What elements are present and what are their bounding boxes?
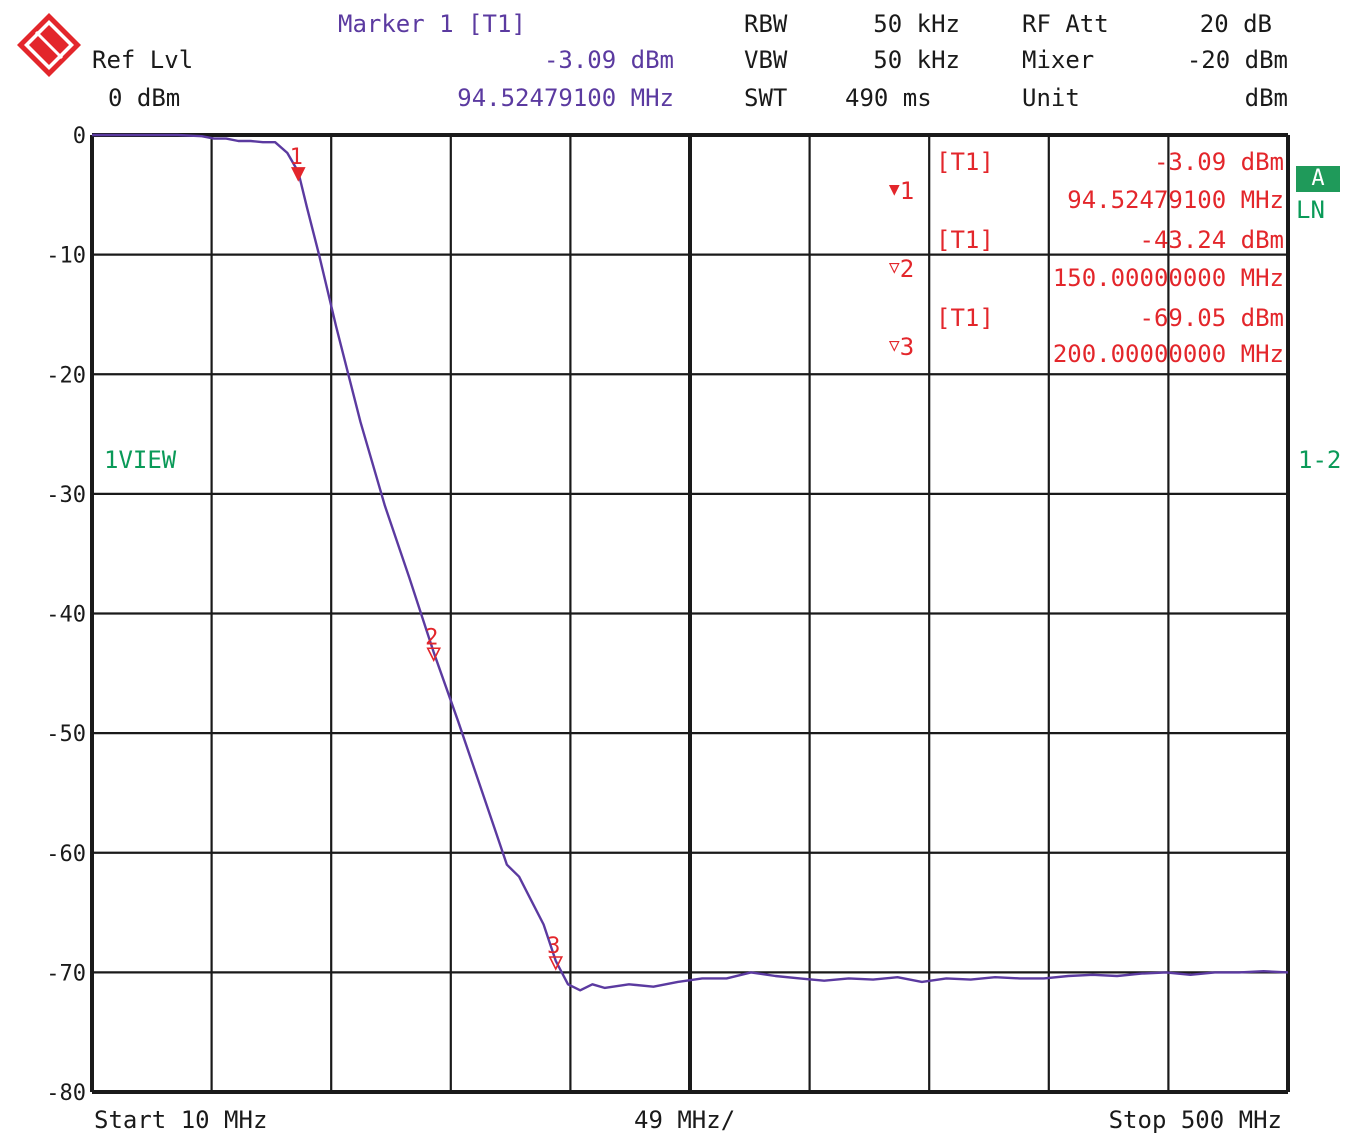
trace-line [92,133,1289,992]
marker-1-tag: 1 [290,145,303,170]
ref-level-label: Ref Lvl [92,46,194,74]
marker-1-level: -3.09 dBm [1153,148,1284,176]
stop-frequency: Stop 500 MHz [1108,1106,1282,1134]
y-tick-label: -50 [46,722,86,747]
swt-label: SWT [744,84,788,112]
marker-3-level: -69.05 dBm [1139,304,1285,332]
ref-level-value: 0 dBm [108,84,181,112]
start-frequency: Start 10 MHz [94,1106,268,1134]
marker-3-triangle [548,956,564,971]
marker-1-label: ▼1 [888,177,915,205]
marker-1-trace: [T1] [936,148,994,176]
marker-2-trace: [T1] [936,226,994,254]
rohde-schwarz-logo-icon [17,13,81,77]
marker-2-label: ▽2 [888,255,915,283]
marker-3-tag: 3 [547,934,560,959]
marker-2-level: -43.24 dBm [1139,226,1285,254]
ln-label: LN [1296,196,1325,224]
rf-att-label: RF Att [1022,10,1109,38]
marker-title: Marker 1 [T1] [338,10,526,38]
marker-2-tag: 2 [425,625,438,650]
range-label: 1-2 [1298,446,1342,474]
marker-1-triangle [291,167,306,182]
trace-markers: 1 2 3 [290,145,564,971]
vbw-value: 50 kHz [873,46,960,74]
unit-label: Unit [1022,84,1080,112]
unit-value: dBm [1244,84,1288,112]
marker-2-triangle [426,647,442,663]
y-tick-label: -60 [46,842,86,867]
y-tick-label: -70 [46,961,86,986]
vbw-label: VBW [744,46,788,74]
span-per-div: 49 MHz/ [634,1106,736,1134]
marker-level: -3.09 dBm [543,46,674,74]
marker-frequency: 94.52479100 MHz [457,84,674,112]
marker-3-frequency: 200.00000000 MHz [1052,340,1284,368]
mixer-value: -20 dBm [1186,46,1288,74]
y-tick-label: 0 [73,124,86,149]
marker-3-trace: [T1] [936,304,994,332]
marker-2-frequency: 150.00000000 MHz [1052,264,1284,292]
trace-a-badge: A [1296,166,1340,192]
marker-3-number: 3 [899,333,915,361]
rbw-label: RBW [744,10,788,38]
marker-3-label: ▽3 [888,333,915,361]
marker-1-frequency: 94.52479100 MHz [1067,186,1284,214]
y-tick-label: -10 [46,244,86,269]
swt-value: 490 ms [845,84,932,112]
rf-att-value: 20 dB [1199,10,1272,38]
y-tick-label: -80 [46,1081,86,1106]
plot-grid [90,133,1290,1094]
y-axis-ticks: 0 -10 -20 -30 -40 -50 -60 -70 -80 [46,124,86,1106]
view-label: 1VIEW [104,446,177,474]
marker-1-number: 1 [899,177,915,205]
mixer-label: Mixer [1022,46,1095,74]
y-tick-label: -20 [46,363,86,388]
y-tick-label: -30 [46,483,86,508]
marker-2-number: 2 [899,255,915,283]
y-tick-label: -40 [46,603,86,628]
rbw-value: 50 kHz [873,10,960,38]
